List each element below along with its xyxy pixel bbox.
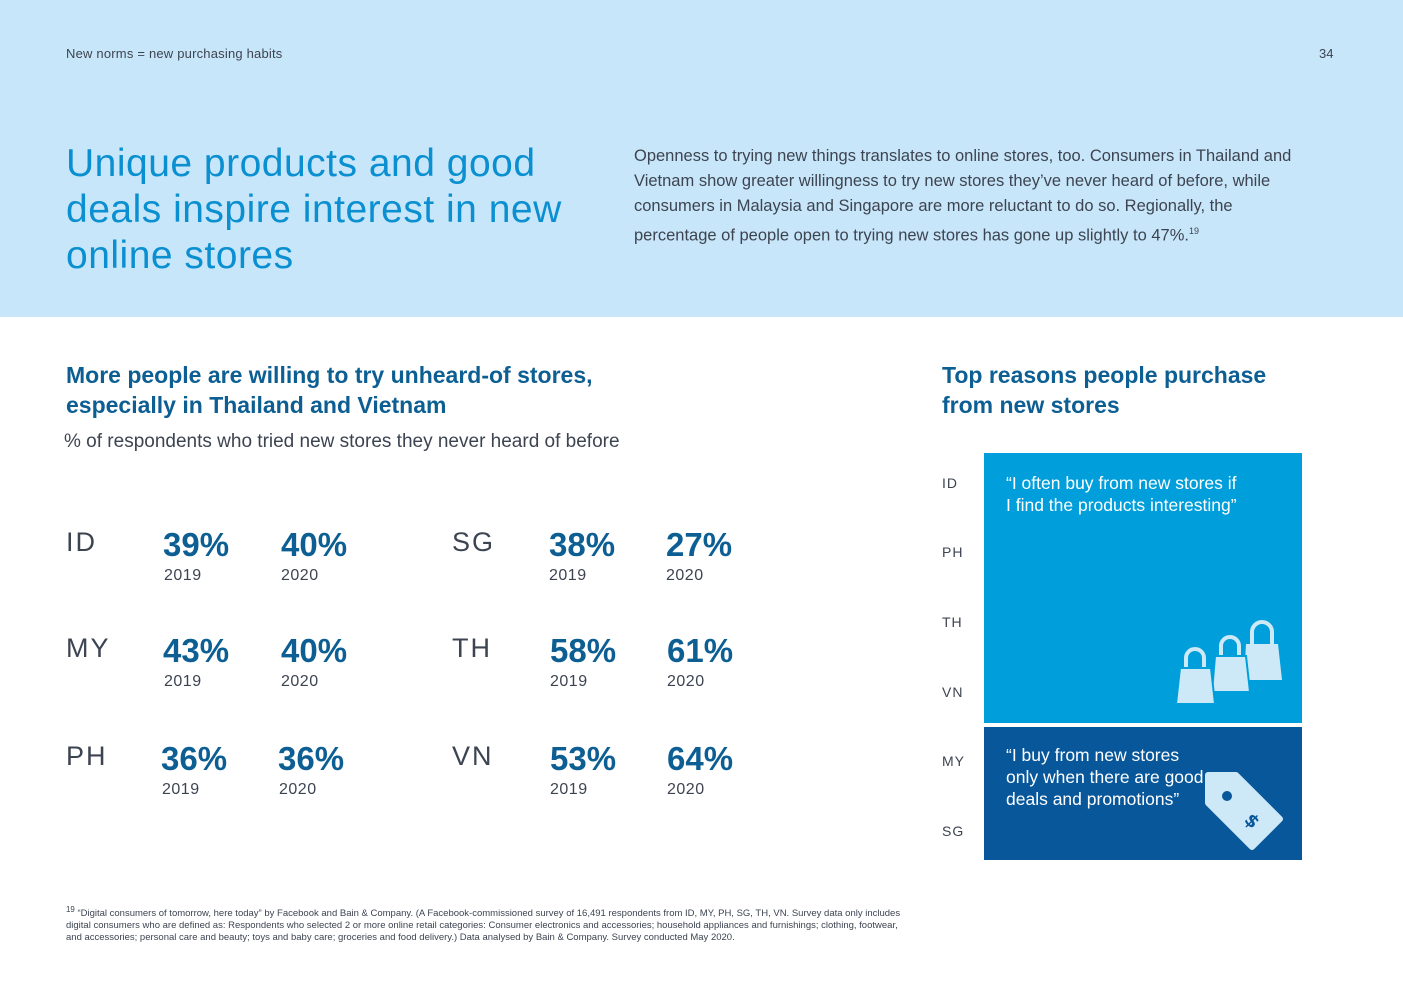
year-label: 2019 <box>550 781 588 798</box>
year-label: 2019 <box>164 567 202 584</box>
reason-country-label: PH <box>942 544 964 560</box>
reason-quote-products: “I often buy from new stores if I find t… <box>1006 473 1237 515</box>
year-label: 2020 <box>667 781 705 798</box>
stat-value-2020: 40% <box>281 632 348 669</box>
country-code-sg: SG <box>452 527 496 557</box>
reasons-title: Top reasons people purchase from new sto… <box>942 362 1267 418</box>
reason-box-products: “I often buy from new stores if I find t… <box>984 453 1302 723</box>
stat-value-2020: 64% <box>667 740 734 777</box>
reason-country-label: TH <box>942 614 963 630</box>
year-label: 2020 <box>281 673 319 690</box>
reason-country-label: MY <box>942 753 965 769</box>
footnote: 19 “Digital consumers of tomorrow, here … <box>66 904 906 944</box>
stat-value-2020: 40% <box>281 526 348 563</box>
stat-value-2020: 61% <box>667 632 734 669</box>
country-code-vn: VN <box>452 741 494 771</box>
reason-box-deals: “I buy from new stores only when there a… <box>984 727 1302 860</box>
footnote-text: “Digital consumers of tomorrow, here tod… <box>66 908 901 944</box>
year-label: 2019 <box>549 567 587 584</box>
header-band <box>0 0 1403 317</box>
stat-value-2019: 53% <box>550 740 617 777</box>
intro-footnote-ref: 19 <box>1188 226 1199 236</box>
reason-country-label: SG <box>942 823 965 839</box>
stat-value-2020: 36% <box>278 740 345 777</box>
country-code-ph: PH <box>66 741 108 771</box>
chart-subtitle: % of respondents who tried new stores th… <box>64 431 620 452</box>
reason-country-label: VN <box>942 684 964 700</box>
intro-text: Openness to trying new things translates… <box>634 147 1292 245</box>
footnote-number: 19 <box>66 905 75 914</box>
reason-quote-deals: “I buy from new stores only when there a… <box>1006 745 1204 809</box>
year-label: 2020 <box>667 673 705 690</box>
chart-title: More people are willing to try unheard-o… <box>66 362 593 418</box>
stat-value-2019: 36% <box>161 740 228 777</box>
reason-country-label: ID <box>942 475 958 491</box>
stat-value-2019: 58% <box>550 632 617 669</box>
page-title: Unique products and good deals inspire i… <box>66 142 562 277</box>
intro-paragraph: Openness to trying new things translates… <box>634 144 1294 249</box>
stat-value-2020: 27% <box>666 526 733 563</box>
year-label: 2019 <box>164 673 202 690</box>
year-label: 2020 <box>281 567 319 584</box>
stat-value-2019: 43% <box>163 632 230 669</box>
year-label: 2019 <box>162 781 200 798</box>
stat-value-2019: 38% <box>549 526 616 563</box>
section-label: New norms = new purchasing habits <box>66 46 283 61</box>
shopping-bags-icon <box>1174 620 1282 705</box>
country-code-th: TH <box>452 633 492 663</box>
page-number: 34 <box>1319 46 1334 61</box>
country-code-id: ID <box>66 527 97 557</box>
country-code-my: MY <box>66 633 111 663</box>
year-label: 2020 <box>279 781 317 798</box>
price-tag-icon: $ <box>1205 772 1283 850</box>
year-label: 2019 <box>550 673 588 690</box>
year-label: 2020 <box>666 567 704 584</box>
stat-value-2019: 39% <box>163 526 230 563</box>
